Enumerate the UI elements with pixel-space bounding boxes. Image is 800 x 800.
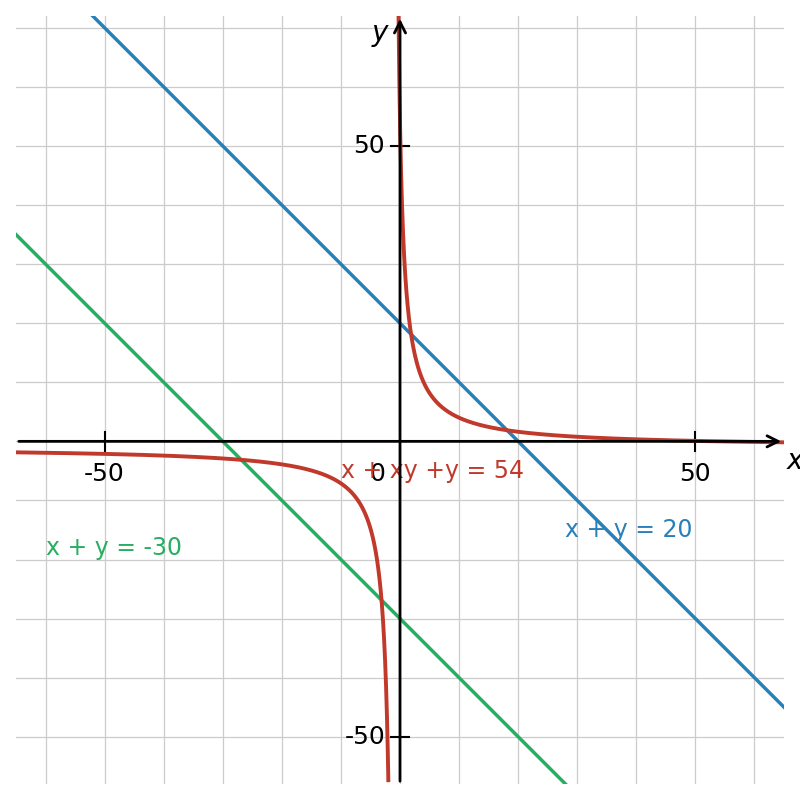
Text: x + y = 20: x + y = 20 [566,518,693,542]
Text: y: y [372,19,388,47]
Text: x: x [787,447,800,475]
Text: 50: 50 [679,462,711,486]
Text: 50: 50 [354,134,386,158]
Text: -50: -50 [84,462,125,486]
Text: x + y = -30: x + y = -30 [46,536,182,560]
Text: x + xy +y = 54: x + xy +y = 54 [341,459,524,483]
Text: 0: 0 [370,462,386,486]
Text: -50: -50 [345,725,386,749]
